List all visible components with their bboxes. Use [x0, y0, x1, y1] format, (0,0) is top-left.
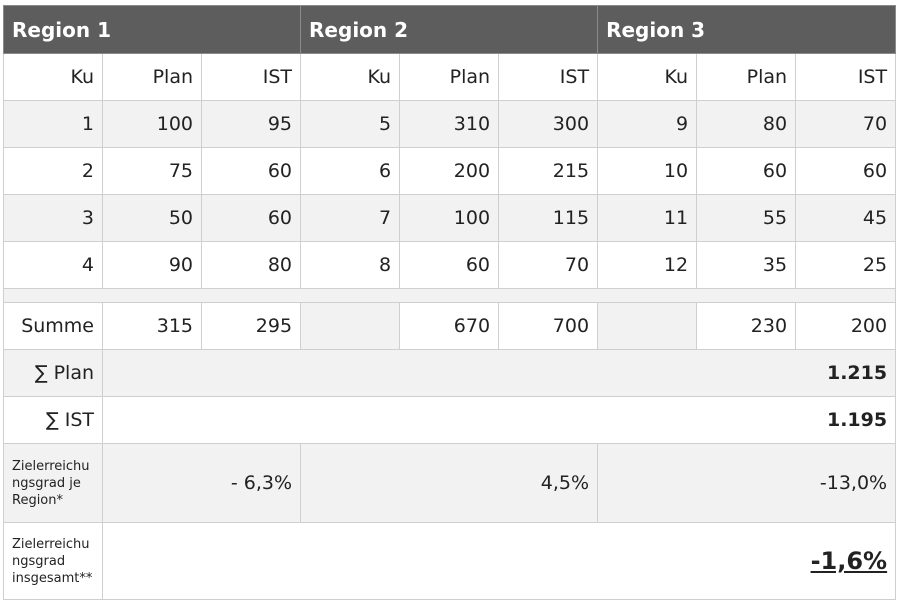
table-cell: 70 — [498, 241, 599, 289]
table-cell: 60 — [200, 194, 302, 242]
table-cell: 45 — [795, 194, 897, 242]
col-header-plan: Plan — [102, 53, 202, 101]
table-row: 1 100 95 5 310 300 9 80 70 — [3, 100, 897, 148]
table-cell: 60 — [200, 147, 302, 195]
col-header-ist: IST — [498, 53, 599, 101]
table-cell: 95 — [200, 100, 302, 148]
column-header-row: Ku Plan IST Ku Plan IST Ku Plan IST — [3, 53, 897, 101]
sum-plan-value: 1.215 — [101, 349, 897, 397]
rate-region-1: - 6,3% — [101, 443, 302, 523]
table-cell: 90 — [102, 241, 202, 289]
table-cell: 3 — [3, 194, 103, 242]
table-cell: 2 — [3, 147, 103, 195]
sum-plan-row: ∑ Plan 1.215 — [3, 349, 897, 397]
region-1-header: Region 1 — [2, 5, 302, 54]
plan-ist-table: Region 1 Region 2 Region 3 Ku Plan IST K… — [2, 5, 897, 600]
rate-region-2: 4,5% — [300, 443, 599, 523]
table-cell: 60 — [399, 241, 500, 289]
table-cell: 5 — [300, 100, 401, 148]
spacer-cell — [2, 288, 897, 303]
col-header-ku: Ku — [597, 53, 698, 101]
sum-ist-label: ∑ IST — [3, 396, 103, 444]
summe-r3-ist: 200 — [795, 302, 897, 350]
sum-ist-value: 1.195 — [101, 396, 897, 444]
table-cell: 115 — [498, 194, 599, 242]
table-cell: 300 — [498, 100, 599, 148]
rate-region-label: Zielerreichu ngsgrad je Region* — [3, 443, 103, 523]
table-cell: 50 — [102, 194, 202, 242]
table-cell: 9 — [597, 100, 698, 148]
spacer-row — [2, 288, 897, 303]
col-header-plan: Plan — [696, 53, 797, 101]
rate-overall-value: -1,6% — [810, 547, 888, 575]
table-cell: 6 — [300, 147, 401, 195]
summe-label: Summe — [3, 302, 103, 350]
rate-overall-row: Zielerreichu ngsgrad insgesamt** -1,6% — [3, 522, 897, 600]
table-cell: 200 — [399, 147, 500, 195]
table-cell: 11 — [597, 194, 698, 242]
summe-r3-blank — [597, 302, 698, 350]
col-header-plan: Plan — [399, 53, 500, 101]
rate-overall-label: Zielerreichu ngsgrad insgesamt** — [3, 522, 103, 600]
table-cell: 100 — [102, 100, 202, 148]
table-cell: 8 — [300, 241, 401, 289]
summe-r2-plan: 670 — [399, 302, 500, 350]
col-header-ist: IST — [795, 53, 897, 101]
table-cell: 100 — [399, 194, 500, 242]
sum-plan-label: ∑ Plan — [3, 349, 103, 397]
table-cell: 55 — [696, 194, 797, 242]
rate-region-row: Zielerreichu ngsgrad je Region* - 6,3% 4… — [3, 443, 897, 523]
summe-r1-plan: 315 — [102, 302, 202, 350]
table-cell: 7 — [300, 194, 401, 242]
table-cell: 60 — [696, 147, 797, 195]
region-2-header: Region 2 — [300, 5, 599, 54]
rate-region-3: -13,0% — [597, 443, 897, 523]
table-cell: 12 — [597, 241, 698, 289]
region-header-row: Region 1 Region 2 Region 3 — [2, 5, 897, 54]
table-cell: 25 — [795, 241, 897, 289]
table-row: 2 75 60 6 200 215 10 60 60 — [3, 147, 897, 195]
table-cell: 75 — [102, 147, 202, 195]
table-cell: 10 — [597, 147, 698, 195]
summe-r2-ist: 700 — [498, 302, 599, 350]
table-cell: 80 — [696, 100, 797, 148]
table-cell: 310 — [399, 100, 500, 148]
table-cell: 215 — [498, 147, 599, 195]
region-3-header: Region 3 — [597, 5, 897, 54]
summe-r3-plan: 230 — [696, 302, 797, 350]
summe-row: Summe 315 295 670 700 230 200 — [3, 302, 897, 350]
summe-r2-blank — [300, 302, 401, 350]
table-row: 3 50 60 7 100 115 11 55 45 — [3, 194, 897, 242]
table-row: 4 90 80 8 60 70 12 35 25 — [3, 241, 897, 289]
table-cell: 70 — [795, 100, 897, 148]
col-header-ku: Ku — [300, 53, 401, 101]
rate-overall-cell: -1,6% — [101, 522, 897, 600]
table-cell: 80 — [200, 241, 302, 289]
summe-r1-ist: 295 — [200, 302, 302, 350]
sum-ist-row: ∑ IST 1.195 — [3, 396, 897, 444]
table-cell: 4 — [3, 241, 103, 289]
col-header-ku: Ku — [3, 53, 103, 101]
table-cell: 1 — [3, 100, 103, 148]
table-cell: 35 — [696, 241, 797, 289]
table-cell: 60 — [795, 147, 897, 195]
col-header-ist: IST — [200, 53, 302, 101]
